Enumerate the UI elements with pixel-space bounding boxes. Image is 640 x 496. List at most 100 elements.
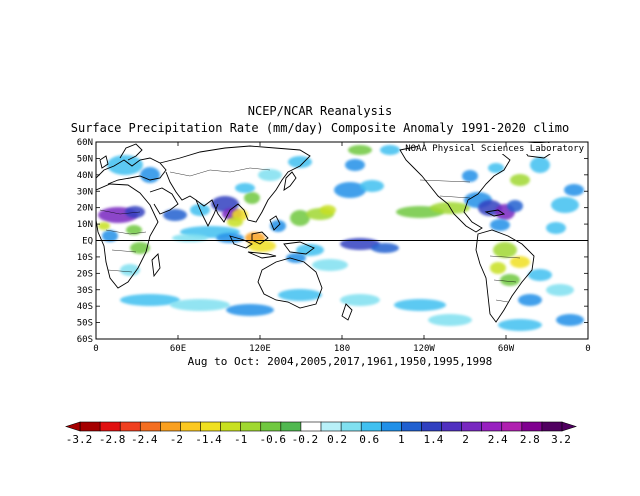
anomaly-blob (334, 182, 366, 198)
colorbar-tick-label: 3.2 (551, 433, 571, 446)
anomaly-blob (488, 163, 504, 173)
new-guinea-coast (283, 241, 315, 255)
anomaly-blob (345, 159, 365, 171)
colorbar-swatch (200, 421, 222, 432)
lat-label: 40S (77, 302, 93, 312)
india-coast (195, 199, 219, 228)
lat-label: 20S (77, 269, 93, 279)
anomaly-blob (500, 274, 520, 286)
lat-label: 50S (77, 319, 93, 329)
anomaly-blob (493, 242, 517, 258)
colorbar-tick-label: 2.4 (488, 433, 508, 446)
lon-label: 60W (498, 344, 515, 354)
composite-years-caption: Aug to Oct: 2004,2005,2017,1961,1950,199… (187, 355, 493, 368)
lat-label: 10S (77, 253, 93, 263)
anomaly-blob (551, 197, 579, 213)
lon-label: 0 (585, 344, 590, 354)
anomaly-blob (140, 167, 160, 183)
colorbar-tick-label: -2.8 (99, 433, 126, 446)
colorbar-swatch (521, 421, 543, 432)
philippines-coast (269, 215, 281, 231)
colorbar-swatch (421, 421, 442, 432)
anomaly-blob (226, 304, 274, 316)
anomaly-blob (428, 314, 472, 326)
colorbar-swatch (79, 421, 101, 432)
country-borders (99, 167, 521, 303)
lon-label: 120W (413, 344, 435, 354)
anomaly-blob (556, 314, 584, 326)
colorbar-tick-label: 2.8 (520, 433, 540, 446)
colorbar-tick-label: 0.6 (359, 433, 379, 446)
colorbar-low-arrow (65, 421, 81, 432)
anomaly-blob (546, 222, 566, 234)
colorbar-swatch (180, 421, 202, 432)
anomaly-blob (290, 210, 310, 226)
new-zealand-coast (341, 303, 353, 321)
colorbar-tick-label: 0.2 (327, 433, 347, 446)
lat-label: 30N (77, 187, 93, 197)
anomaly-blob (530, 157, 550, 173)
lon-label: 180 (334, 344, 350, 354)
anomaly-blob (340, 294, 380, 306)
colorbar-swatch (280, 421, 302, 432)
anomaly-blob (258, 169, 282, 181)
anomaly-blob (288, 156, 312, 168)
chart-title: NCEP/NCAR Reanalysis (247, 104, 393, 118)
anomaly-blob (98, 222, 110, 230)
anomaly-blob (518, 294, 542, 306)
colorbar-tick-labels: -3.2 -2.8 -2.4 -2 -1.4 -1 -0.6 -0.2 0.2 0.6 1 1.4 2 2… (66, 433, 571, 446)
colorbar-swatch (461, 421, 483, 432)
colorbar-swatch (541, 421, 563, 432)
cuba-coast (484, 209, 506, 217)
anomaly-blob (394, 299, 446, 311)
colorbar-swatch (320, 421, 342, 432)
colorbar-swatch (300, 421, 322, 432)
anomaly-blob (360, 180, 384, 192)
colorbar-swatch (260, 421, 282, 432)
latitude-axis: 60N 50N 40N 30N 20N 10N EQ 10S 20S 30S 40S 50S 60S (77, 138, 588, 345)
australia-coast (257, 257, 323, 309)
anomaly-blob (286, 253, 306, 263)
anomaly-blob (125, 206, 145, 218)
anomaly-blob (130, 242, 150, 254)
lat-label: 60N (77, 138, 93, 148)
anomaly-blob (248, 240, 276, 252)
anomaly-blob (564, 184, 584, 196)
colorbar-swatch (160, 421, 181, 432)
colorbar-swatch (501, 421, 523, 432)
java-coast (247, 251, 277, 259)
colorbar-tick-label: -1 (234, 433, 247, 446)
lon-label: 60E (170, 344, 186, 354)
anomaly-blob (102, 230, 118, 242)
colorbar-swatch (401, 421, 422, 432)
anomaly-blob (507, 200, 523, 212)
colorbar-swatch (99, 421, 121, 432)
colorbar-swatch (240, 421, 262, 432)
anomaly-blob (244, 192, 260, 204)
colorbar-tick-label: -3.2 (66, 433, 93, 446)
credit-label: NOAA Physical Sciences Laboratory (405, 144, 584, 154)
anomaly-blob (120, 294, 180, 306)
colorbar-swatch (360, 421, 382, 432)
anomaly-blob (510, 174, 530, 186)
sumatra-coast (229, 235, 253, 249)
lon-label: 0 (93, 344, 98, 354)
colorbar-swatch (340, 421, 362, 432)
anomaly-blob (120, 264, 140, 276)
anomaly-blob (490, 219, 510, 231)
lat-label: 10N (77, 220, 93, 230)
anomaly-blob (510, 256, 530, 268)
anomaly-blob (498, 319, 542, 331)
scandinavia-coast (119, 143, 143, 161)
anomaly-blob (371, 243, 399, 253)
colorbar (65, 421, 577, 432)
anomaly-blob (107, 155, 143, 175)
lat-label: 50N (77, 154, 93, 164)
colorbar-tick-label: -0.6 (260, 433, 287, 446)
colorbar-high-arrow (561, 421, 577, 432)
colorbar-tick-label: 2 (462, 433, 469, 446)
colorbar-swatch (139, 421, 161, 432)
chart-subtitle: Surface Precipitation Rate (mm/day) Comp… (70, 121, 570, 135)
lat-label: 60S (77, 335, 93, 345)
